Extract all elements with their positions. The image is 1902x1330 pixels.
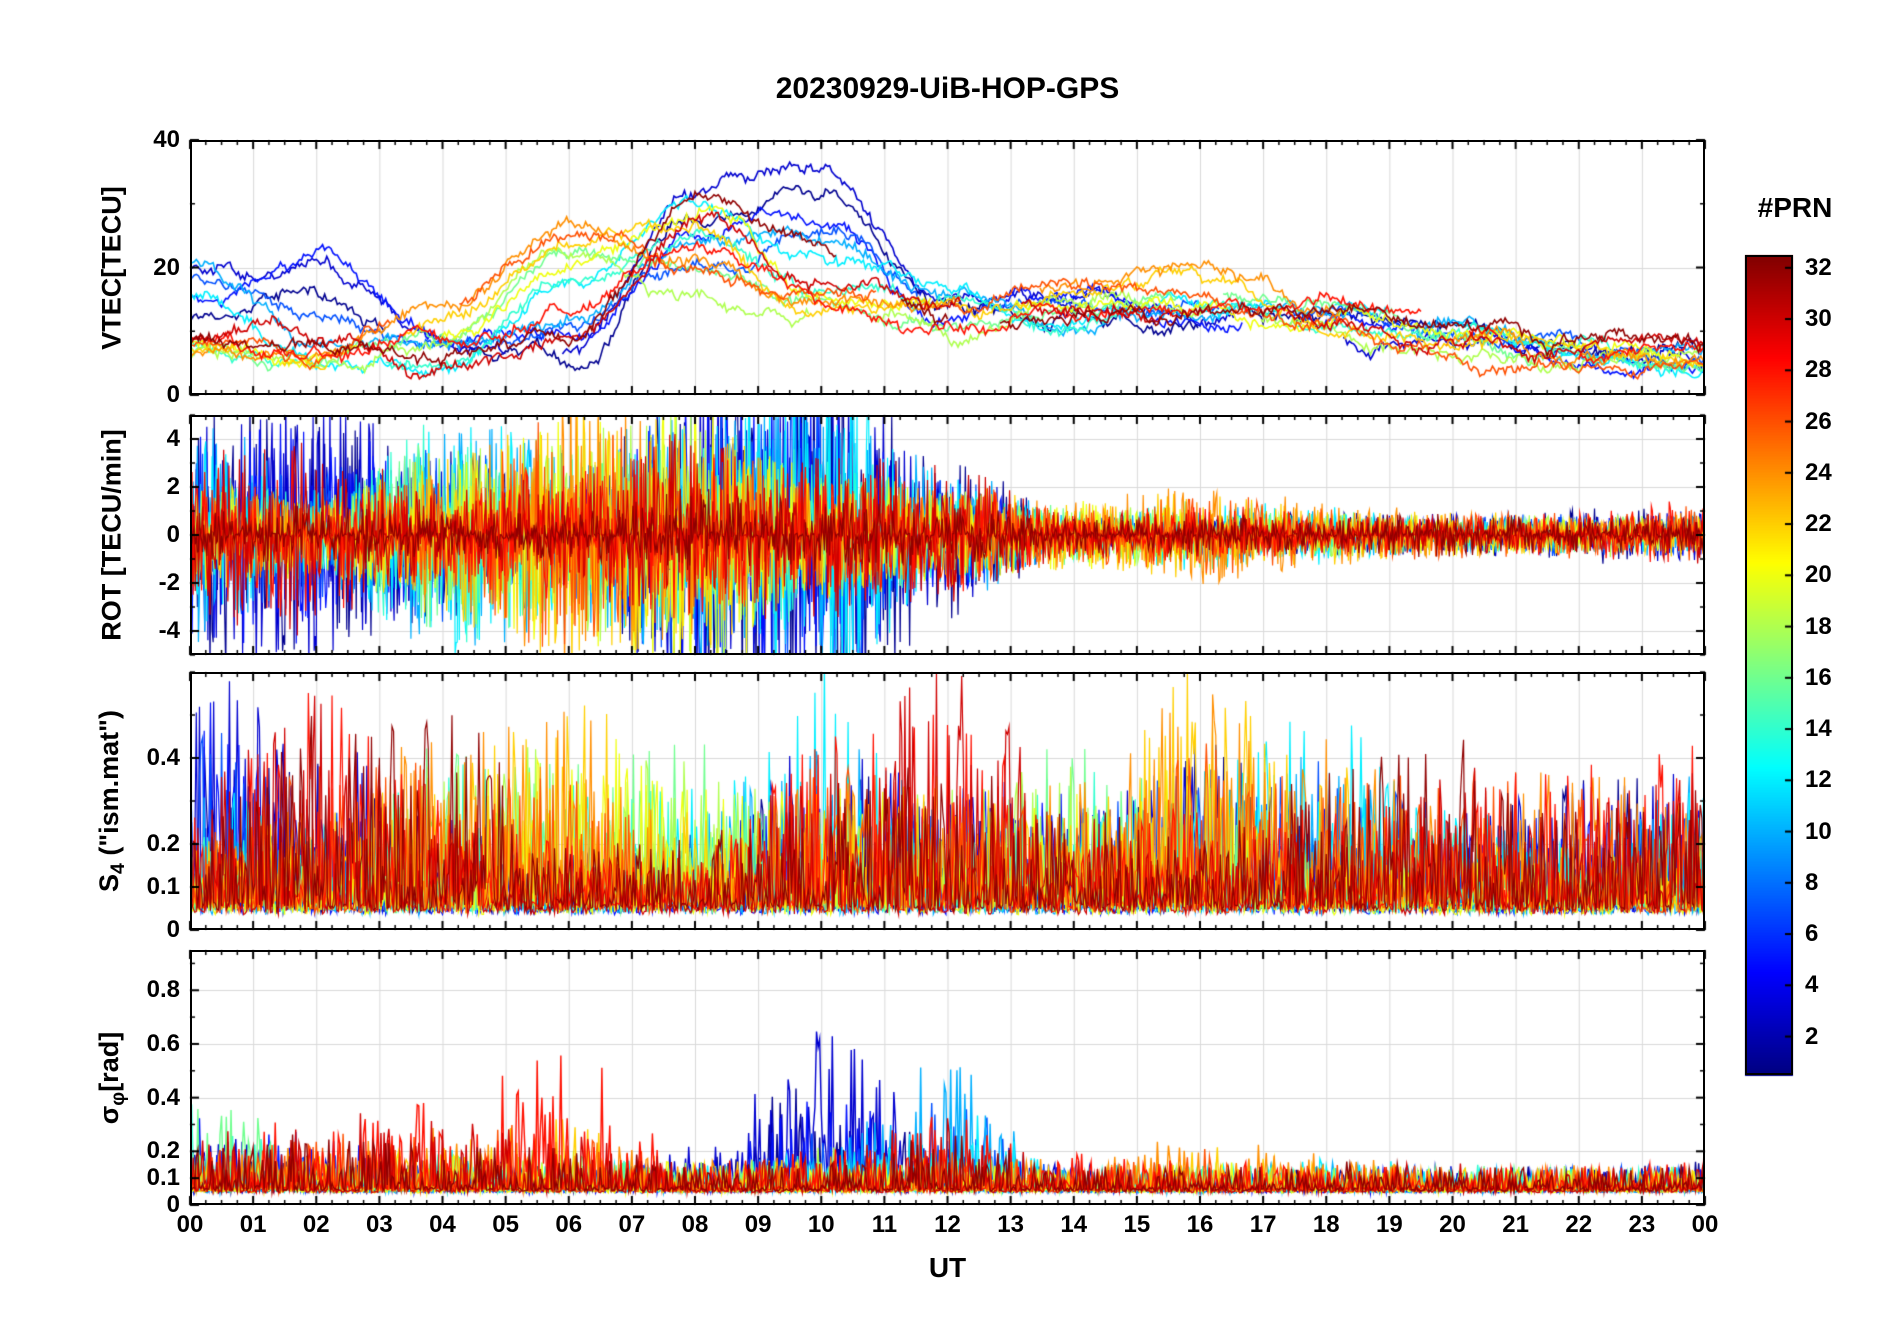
x-tick-label: 06 <box>555 1211 583 1238</box>
colorbar-tick-label: 6 <box>1805 920 1819 948</box>
colorbar-tick-label: 18 <box>1805 612 1832 640</box>
colorbar-tick-label: 28 <box>1805 356 1832 384</box>
y-tick-label: -4 <box>158 617 180 644</box>
y-tick-label: 40 <box>153 126 180 153</box>
x-tick-label: 07 <box>618 1211 646 1238</box>
y-tick-label: 0 <box>166 381 180 408</box>
x-tick-label: 23 <box>1628 1211 1656 1238</box>
x-tick-label: 14 <box>1060 1211 1088 1238</box>
colorbar-tick-label: 10 <box>1805 817 1832 845</box>
y-tick-label: 0.4 <box>146 1083 180 1111</box>
x-tick-label: 02 <box>302 1211 330 1238</box>
x-tick-label: 11 <box>871 1211 898 1238</box>
y-tick-label: 0.1 <box>146 1164 180 1192</box>
x-tick-label: 08 <box>681 1211 709 1238</box>
colorbar-tick-label: 14 <box>1805 715 1832 743</box>
colorbar-tick-label: 20 <box>1805 561 1832 589</box>
x-tick-label: 00 <box>176 1211 204 1238</box>
x-tick-label: 17 <box>1249 1211 1277 1238</box>
x-tick-label: 01 <box>239 1211 267 1238</box>
colorbar-tick-label: 2 <box>1805 1022 1819 1050</box>
colorbar-title: #PRN <box>1757 192 1833 223</box>
y-tick-label: 0.6 <box>146 1029 180 1057</box>
x-axis-label: UT <box>928 1252 967 1283</box>
colorbar-tick-label: 24 <box>1805 458 1832 486</box>
colorbar-tick-label: 26 <box>1805 407 1832 435</box>
x-tick-label: 04 <box>429 1211 456 1238</box>
x-tick-label: 15 <box>1123 1211 1151 1238</box>
y-tick-label: -2 <box>158 569 180 596</box>
x-tick-label: 00 <box>1691 1211 1719 1238</box>
x-tick-label: 18 <box>1312 1211 1340 1238</box>
x-tick-label: 21 <box>1502 1211 1529 1238</box>
x-tick-label: 20 <box>1439 1211 1466 1238</box>
x-tick-label: 03 <box>366 1211 393 1238</box>
x-tick-label: 16 <box>1186 1211 1214 1238</box>
chart-title: 20230929-UiB-HOP-GPS <box>775 72 1120 105</box>
y-tick-label: 0.2 <box>146 830 180 857</box>
colorbar-tick-label: 16 <box>1805 663 1832 691</box>
colorbar-tick-label: 30 <box>1805 305 1832 333</box>
x-tick-label: 10 <box>807 1211 835 1238</box>
y-tick-label: 0 <box>166 1191 180 1218</box>
colorbar-tick-label: 32 <box>1805 253 1832 281</box>
y-tick-label: 2 <box>166 473 180 500</box>
colorbar-tick-label: 22 <box>1805 510 1832 538</box>
colorbar-tick-label: 4 <box>1805 971 1819 999</box>
s4-y-axis-label: S4 ("ism.mat") <box>93 710 130 892</box>
y-tick-label: 0.1 <box>146 873 180 900</box>
colorbar-tick-label: 8 <box>1805 868 1819 896</box>
x-tick-label: 12 <box>934 1211 961 1238</box>
y-tick-label: 0 <box>166 916 180 943</box>
x-tick-label: 22 <box>1565 1211 1593 1238</box>
y-tick-label: 0.8 <box>146 976 180 1004</box>
y-tick-label: 4 <box>166 425 180 452</box>
y-tick-label: 0.2 <box>146 1137 180 1165</box>
colorbar-tick-label: 12 <box>1805 766 1832 794</box>
x-tick-label: 05 <box>492 1211 519 1238</box>
y-tick-label: 0.4 <box>146 744 180 771</box>
x-tick-label: 13 <box>997 1211 1024 1238</box>
y-tick-label: 20 <box>153 253 180 281</box>
x-tick-label: 09 <box>744 1211 772 1238</box>
x-tick-label: 19 <box>1376 1211 1403 1238</box>
y-tick-label: 0 <box>166 521 180 548</box>
